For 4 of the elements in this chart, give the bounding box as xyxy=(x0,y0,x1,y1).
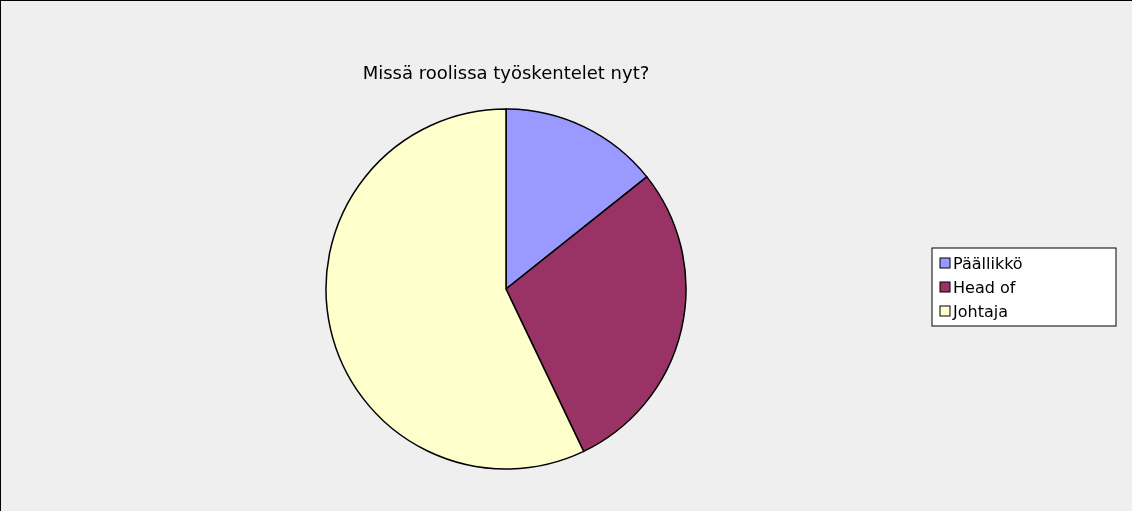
legend-label: Päällikkö xyxy=(953,254,1023,273)
legend-label: Head of xyxy=(953,278,1016,297)
chart-title: Missä roolissa työskentelet nyt? xyxy=(362,62,650,83)
legend-label: Johtaja xyxy=(952,302,1008,321)
